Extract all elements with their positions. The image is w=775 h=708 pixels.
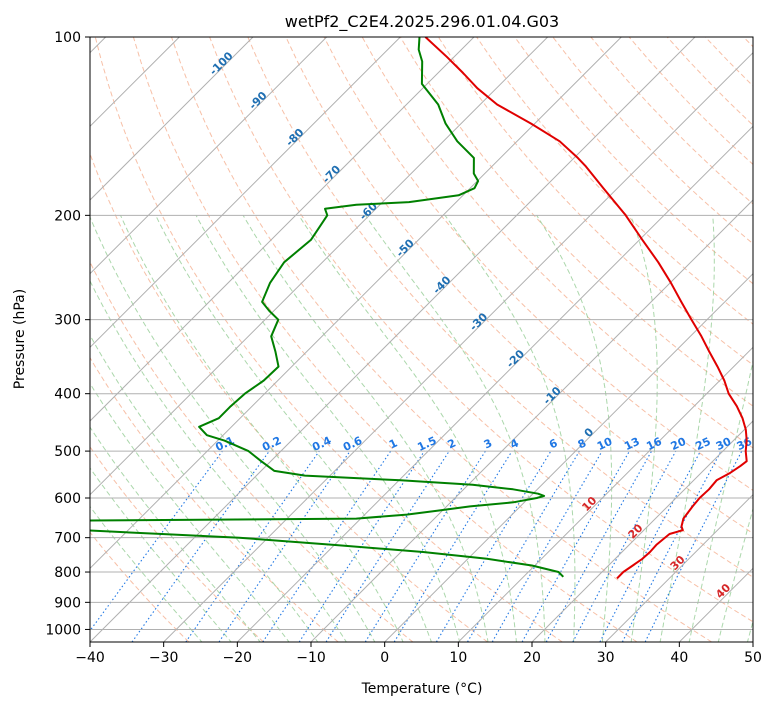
- moist-adiabat: [298, 215, 518, 642]
- x-tick-label: 10: [449, 650, 467, 666]
- mixing-ratio-line: [218, 450, 351, 642]
- moist-adiabat: [195, 215, 461, 642]
- mixing-ratio-label: 13: [622, 435, 641, 453]
- moist-adiabat: [536, 215, 613, 642]
- mixing-ratio-line: [185, 450, 320, 642]
- mixing-ratio-line: [572, 450, 677, 642]
- mixing-ratio-label: 10: [595, 435, 615, 453]
- moist-adiabat: [120, 215, 404, 642]
- mixing-ratio-line: [325, 450, 450, 642]
- y-tick-label: 600: [54, 491, 81, 507]
- mixing-ratio-label: 20: [669, 435, 689, 453]
- dry-adiabat: [247, 37, 753, 578]
- dry-adiabat: [323, 37, 753, 491]
- mixing-ratio-line: [393, 450, 513, 642]
- isotherm-line: [384, 272, 753, 642]
- y-tick-label: 100: [54, 30, 81, 46]
- dry-adiabat: [399, 37, 753, 407]
- isotherm-line: [90, 37, 622, 570]
- moist-adiabat: [155, 215, 432, 642]
- moist-adiabat: [90, 382, 290, 642]
- x-tick-label: −40: [75, 650, 105, 666]
- mixing-ratio-label: 16: [644, 435, 664, 453]
- temperature-profile-line: [424, 37, 748, 580]
- chart-title: wetPf2_C2E4.2025.296.01.04.G03: [285, 12, 559, 32]
- dry-adiabat: [209, 37, 753, 623]
- moist-adiabat: [364, 215, 546, 642]
- dry-adiabat: [361, 37, 753, 449]
- y-tick-label: 900: [54, 595, 81, 611]
- y-tick-label: 1000: [45, 622, 81, 638]
- dry-adiabat: [514, 37, 753, 285]
- y-axis-ticks: 100 200 300 400 500 600 700 800 900 1000: [45, 30, 90, 638]
- mixing-ratio-line: [262, 450, 392, 642]
- isotherm-line: [236, 125, 753, 642]
- y-tick-label: 700: [54, 531, 81, 547]
- plot-frame: [89, 36, 754, 643]
- mixing-ratio-line: [545, 450, 653, 642]
- isotherm-line: [90, 37, 328, 275]
- moist-adiabat: [630, 215, 658, 642]
- isotherm-line: [531, 420, 753, 642]
- dry-adiabat: [90, 531, 190, 642]
- moist-adiabat: [90, 215, 376, 642]
- mixing-ratio-label: 25: [693, 435, 712, 453]
- moist-adiabat: [90, 334, 319, 642]
- moist-adiabat: [90, 505, 203, 642]
- y-tick-label: 500: [54, 444, 81, 460]
- x-tick-label: 20: [523, 650, 541, 666]
- x-tick-label: 50: [744, 650, 762, 666]
- dry-adiabat: [90, 356, 339, 642]
- x-tick-label: −10: [296, 650, 326, 666]
- isotherm-line: [163, 51, 753, 642]
- mixing-ratio-line: [521, 450, 630, 642]
- mixing-ratio-line: [298, 450, 425, 642]
- isotherm-line: [457, 346, 753, 642]
- x-tick-label: 0: [380, 650, 389, 666]
- moist-adiabat: [90, 426, 261, 642]
- mixing-ratio-line: [90, 450, 223, 632]
- isotherm-line: [90, 37, 549, 496]
- dewpoint-profile-line: [90, 37, 565, 578]
- moist-adiabat: [659, 215, 715, 642]
- moist-adiabat: [688, 358, 753, 642]
- dry-adiabat: [90, 446, 264, 642]
- isotherm-line: [90, 37, 254, 201]
- isotherm-line: [310, 199, 753, 642]
- mixing-ratio-line: [644, 450, 743, 642]
- isotherm-line: [90, 37, 696, 642]
- x-axis-title: Temperature (°C): [361, 681, 483, 697]
- y-tick-label: 300: [54, 313, 81, 329]
- y-tick-label: 400: [54, 387, 81, 403]
- mixing-ratio-label: 30: [714, 435, 734, 453]
- dry-adiabat: [285, 37, 753, 535]
- mixing-ratio-label: 36: [735, 435, 755, 453]
- mixing-ratio-line: [131, 450, 270, 642]
- x-tick-label: −20: [223, 650, 253, 666]
- isotherm-line: [605, 493, 753, 642]
- dry-adiabat: [90, 152, 488, 642]
- moist-adiabat: [90, 279, 347, 642]
- x-axis-ticks: −40 −30 −20 −10 0 10 20 30 40 50: [75, 642, 762, 666]
- y-tick-label: 800: [54, 565, 81, 581]
- x-tick-label: 40: [670, 650, 688, 666]
- dry-adiabat: [94, 37, 563, 642]
- isotherm-line: [90, 37, 475, 422]
- x-tick-label: −30: [149, 650, 179, 666]
- profiles: [90, 37, 748, 580]
- y-axis-title: Pressure (hPa): [12, 289, 28, 389]
- isotherm-line: [90, 37, 401, 349]
- x-tick-label: 30: [597, 650, 615, 666]
- dry-adiabat: [437, 37, 753, 366]
- y-tick-label: 200: [54, 208, 81, 224]
- dry-adiabat: [132, 37, 638, 642]
